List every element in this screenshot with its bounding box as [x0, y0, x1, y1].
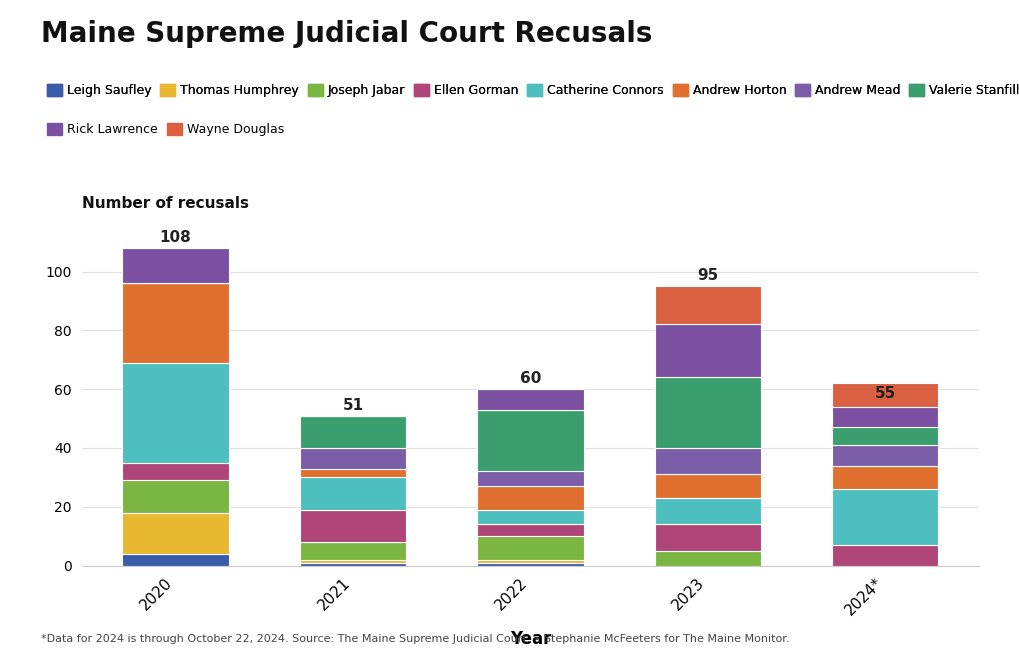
Legend: Leigh Saufley, Thomas Humphrey, Joseph Jabar, Ellen Gorman, Catherine Connors, A: Leigh Saufley, Thomas Humphrey, Joseph J…	[47, 84, 1019, 98]
Legend: Rick Lawrence, Wayne Douglas: Rick Lawrence, Wayne Douglas	[47, 124, 283, 136]
Bar	[300, 562, 406, 566]
Bar	[300, 448, 406, 469]
Text: Maine Supreme Judicial Court Recusals: Maine Supreme Judicial Court Recusals	[41, 20, 651, 47]
Bar	[300, 469, 406, 477]
Bar	[654, 286, 760, 324]
Bar	[300, 415, 406, 448]
Bar	[477, 410, 583, 471]
Text: 55: 55	[873, 386, 895, 401]
Bar	[654, 378, 760, 448]
Bar	[300, 560, 406, 562]
Bar	[832, 465, 937, 489]
Bar	[300, 477, 406, 510]
Bar	[832, 489, 937, 545]
Text: 95: 95	[696, 268, 717, 283]
Bar	[477, 562, 583, 566]
Bar	[477, 389, 583, 410]
X-axis label: Year: Year	[510, 630, 550, 647]
Bar	[122, 513, 228, 554]
Bar	[832, 427, 937, 445]
Bar	[477, 560, 583, 562]
Bar	[477, 471, 583, 486]
Bar	[654, 474, 760, 498]
Bar	[477, 525, 583, 536]
Text: Number of recusals: Number of recusals	[82, 196, 249, 211]
Bar	[122, 248, 228, 283]
Text: 60: 60	[520, 371, 540, 386]
Bar	[477, 536, 583, 560]
Bar	[122, 480, 228, 513]
Text: 108: 108	[160, 230, 192, 245]
Bar	[654, 448, 760, 474]
Bar	[122, 463, 228, 480]
Bar	[122, 363, 228, 463]
Bar	[832, 545, 937, 566]
Text: 51: 51	[342, 398, 363, 413]
Text: *Data for 2024 is through October 22, 2024. Source: The Maine Supreme Judicial C: *Data for 2024 is through October 22, 20…	[41, 634, 789, 644]
Bar	[654, 551, 760, 566]
Bar	[654, 324, 760, 378]
Bar	[300, 542, 406, 560]
Bar	[122, 554, 228, 566]
Bar	[832, 384, 937, 407]
Bar	[654, 525, 760, 551]
Bar	[300, 510, 406, 542]
Bar	[122, 283, 228, 363]
Bar	[654, 498, 760, 525]
Bar	[477, 486, 583, 510]
Bar	[477, 510, 583, 525]
Bar	[832, 407, 937, 427]
Bar	[832, 445, 937, 465]
